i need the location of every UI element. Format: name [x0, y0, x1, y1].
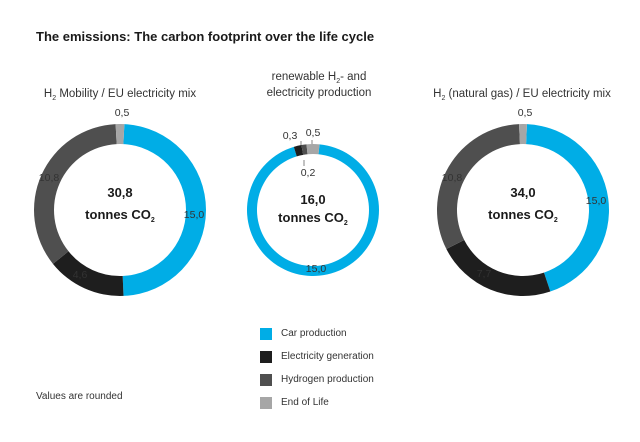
center-unit: tonnes CO2: [85, 207, 155, 224]
legend-label: End of Life: [281, 397, 329, 408]
slice-value-label: 0,2: [301, 167, 316, 179]
donut-slice-electricity-generation: [446, 239, 551, 297]
donut-chart-1: H2 Mobility / EU electricity mix 15,0 4,6 1…: [33, 88, 206, 296]
legend-item: Car production: [260, 322, 374, 345]
slice-value-label: 10,8: [442, 172, 463, 184]
chart-title: renewable H2- and: [272, 71, 367, 85]
slice-value-label: 15,0: [184, 209, 205, 221]
slice-value-label: 0,5: [518, 107, 533, 119]
slice-value-label: 0,5: [306, 127, 321, 139]
page-title: The emissions: The carbon footprint over…: [36, 29, 375, 44]
legend-swatch: [260, 350, 272, 363]
legend-label: Car production: [281, 328, 347, 339]
slice-value-label: 0,3: [283, 130, 298, 142]
donut-slice-end-of-life: [306, 144, 320, 155]
donut-chart-2: renewable H2- and electricity production 1…: [247, 71, 379, 276]
chart-title: H2 Mobility / EU electricity mix: [44, 88, 196, 102]
legend: Car production Electricity generation Hydr…: [260, 322, 374, 414]
legend-item: Hydrogen production: [260, 368, 374, 391]
slice-value-label: 10,8: [39, 172, 60, 184]
donut-slice-hydrogen-production: [301, 144, 308, 155]
center-total: 30,8: [107, 185, 132, 200]
center-unit: tonnes CO2: [278, 210, 348, 227]
chart-title: H2 (natural gas) / EU electricity mix: [433, 88, 611, 102]
legend-label: Hydrogen production: [281, 374, 374, 385]
legend-swatch: [260, 396, 272, 409]
legend-swatch: [260, 373, 272, 386]
donut-slice-electricity-generation: [52, 251, 124, 296]
slice-value-label: 4,6: [73, 269, 88, 281]
legend-swatch: [260, 327, 272, 340]
donut-slice-hydrogen-production: [437, 124, 520, 250]
chart-title: electricity production: [267, 87, 372, 99]
donut-chart-3: H2 (natural gas) / EU electricity mix 15,…: [433, 88, 611, 297]
legend-item: Electricity generation: [260, 345, 374, 368]
donut-slice-electricity-generation: [293, 145, 304, 157]
center-total: 34,0: [510, 185, 535, 200]
donut-slice-end-of-life: [115, 123, 125, 145]
donut-slice-car-production: [122, 124, 206, 296]
slice-value-label: 15,0: [586, 195, 607, 207]
donut-slice-end-of-life: [519, 123, 527, 145]
legend-label: Electricity generation: [281, 351, 374, 362]
slice-value-label: 7,7: [477, 268, 492, 280]
donut-slice-car-production: [526, 124, 609, 292]
center-unit: tonnes CO2: [488, 207, 558, 224]
center-total: 16,0: [300, 192, 325, 207]
footnote: Values are rounded: [36, 391, 123, 402]
legend-item: End of Life: [260, 391, 374, 414]
donut-slice-hydrogen-production: [33, 124, 117, 264]
slice-value-label: 15,0: [306, 263, 327, 275]
slice-value-label: 0,5: [115, 107, 130, 119]
